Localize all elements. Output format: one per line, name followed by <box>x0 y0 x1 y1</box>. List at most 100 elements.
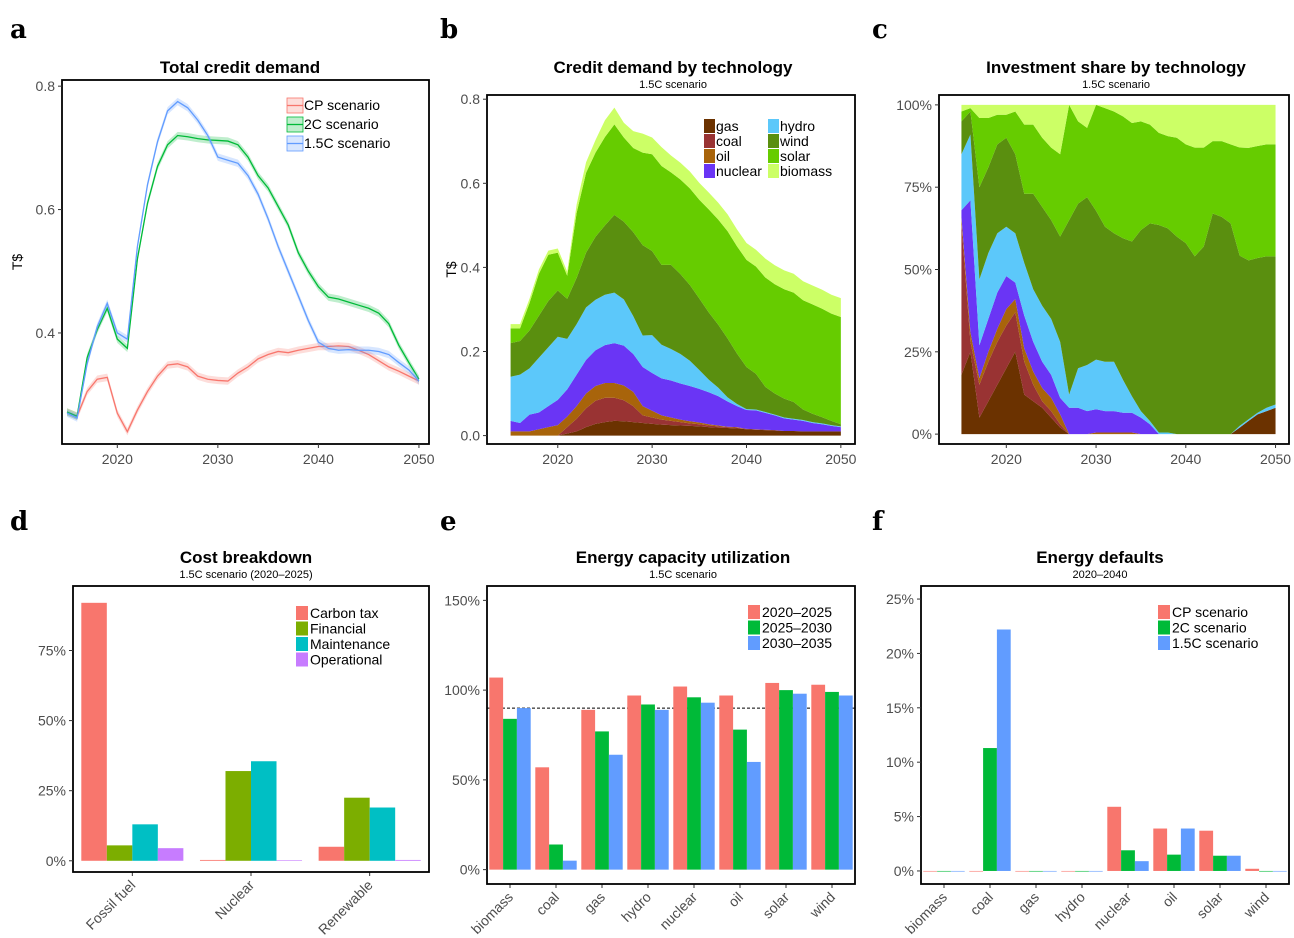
bar-nuclear-2C scenario <box>1121 850 1135 871</box>
legend-swatch <box>296 621 308 636</box>
legend-swatch <box>1158 620 1170 635</box>
area-wind <box>510 214 841 427</box>
x-tick-label: biomass <box>468 889 516 937</box>
x-tick-label: 2030 <box>202 451 233 467</box>
plot-frame <box>72 585 430 873</box>
legend-label: solar <box>780 148 811 164</box>
bar-coal-2020–2025 <box>535 767 550 870</box>
area-nuclear <box>510 343 841 432</box>
panel-subtitle: 1.5C scenario <box>1082 79 1150 91</box>
x-tick-label: gas <box>581 889 608 916</box>
panel-title: Energy capacity utilization <box>576 548 790 567</box>
x-tick-label: nuclear <box>656 889 700 933</box>
legend-label: 1.5C scenario <box>1172 635 1259 651</box>
series-CP scenario <box>66 342 420 436</box>
bar-hydro-2025–2030 <box>641 704 655 870</box>
x-tick-label: coal <box>967 889 996 918</box>
legend-swatch <box>296 637 308 651</box>
legend-label: Operational <box>310 652 382 668</box>
legend-label: Maintenance <box>310 636 390 652</box>
panel-subtitle: 1.5C scenario <box>649 569 717 581</box>
bar-Nuclear-Operational <box>276 860 303 861</box>
legend-label: oil <box>716 148 730 164</box>
legend-swatch <box>704 134 715 148</box>
bar-gas-1.5C scenario <box>1042 870 1057 872</box>
area-hydro <box>961 134 1276 435</box>
panel-subtitle: 1.5C scenario <box>639 79 707 91</box>
bar-oil-2030–2035 <box>746 761 761 870</box>
x-tick-label: oil <box>725 889 746 910</box>
x-tick-label: coal <box>533 889 562 918</box>
bar-hydro-2C scenario <box>1075 870 1089 872</box>
bar-Nuclear-Carbon tax <box>199 859 226 861</box>
legend-label: 2C scenario <box>304 116 379 132</box>
legend: CP scenario 2C scenario 1.5C scenario <box>286 97 391 152</box>
x-tick-label: solar <box>1193 889 1226 922</box>
legend-label: Carbon tax <box>310 605 378 621</box>
panel-title: Credit demand by technology <box>554 58 794 77</box>
x-tick-label: Nuclear <box>212 877 258 923</box>
y-tick-label: 50% <box>452 772 480 788</box>
panel-e: e Energy capacity utilization 1.5C scenari… <box>440 507 856 937</box>
bar-solar-1.5C scenario <box>1226 855 1241 871</box>
bar-oil-CP scenario <box>1153 828 1168 871</box>
bar-gas-2030–2035 <box>608 754 623 870</box>
legend-swatch <box>748 605 760 619</box>
bar-Fossil fuel-Maintenance <box>132 824 158 861</box>
y-tick-label: 20% <box>886 645 914 661</box>
bar-gas-2025–2030 <box>595 731 609 870</box>
panel-subtitle: 2020–2040 <box>1072 569 1127 581</box>
panel-b: b Credit demand by technology 1.5C scenari… <box>440 15 857 467</box>
area-gas <box>961 351 1276 435</box>
bar-nuclear-CP scenario <box>1107 806 1122 871</box>
x-tick-label: wind <box>806 889 838 921</box>
plot-frame <box>920 585 1290 885</box>
legend-label: nuclear <box>716 163 762 179</box>
bar-Renewable-Financial <box>344 797 370 861</box>
legend-swatch <box>296 606 308 620</box>
area-oil <box>510 383 841 436</box>
y-tick-label: 0.2 <box>461 343 481 359</box>
panel-title: Energy defaults <box>1036 548 1164 567</box>
bar-oil-1.5C scenario <box>1180 828 1195 871</box>
bar-Renewable-Carbon tax <box>318 846 345 861</box>
bar-wind-2025–2030 <box>825 691 839 870</box>
x-tick-label: 2050 <box>825 451 856 467</box>
x-tick-label: 2020 <box>542 451 573 467</box>
bar-solar-CP scenario <box>1199 830 1214 871</box>
bar-solar-2030–2035 <box>792 693 807 870</box>
x-tick-label: 2040 <box>303 451 334 467</box>
legend-swatch <box>1158 636 1170 650</box>
area-gas <box>510 420 841 436</box>
area-nuclear <box>961 200 1276 435</box>
y-tick-label: 100% <box>896 97 932 113</box>
legend-swatch <box>704 164 715 178</box>
bar-hydro-2020–2025 <box>627 695 642 870</box>
y-tick-label: 0% <box>912 426 932 442</box>
bar-gas-CP scenario <box>1015 870 1030 872</box>
confidence-band <box>67 342 419 436</box>
y-axis-label: T$ <box>9 254 25 271</box>
x-tick-label: biomass <box>902 889 950 937</box>
legend-swatch <box>1158 605 1170 619</box>
legend-swatch <box>768 119 779 133</box>
bar-Renewable-Operational <box>395 859 421 861</box>
bar-biomass-1.5C scenario <box>950 870 965 872</box>
bar-oil-2025–2030 <box>733 729 747 870</box>
bar-coal-2025–2030 <box>549 844 563 870</box>
legend-swatch <box>768 149 779 163</box>
panel-c: c Investment share by technology 1.5C scen… <box>872 15 1291 467</box>
bar-nuclear-2025–2030 <box>687 697 701 870</box>
bar-wind-CP scenario <box>1245 868 1260 871</box>
legend-label: biomass <box>780 163 832 179</box>
legend-label: 2020–2025 <box>762 604 832 620</box>
area-solar <box>510 124 841 425</box>
area-solar <box>961 104 1276 261</box>
y-tick-label: 0.6 <box>36 202 56 218</box>
x-tick-label: oil <box>1159 889 1180 910</box>
bar-hydro-2030–2035 <box>654 709 669 870</box>
y-tick-label: 75% <box>904 179 932 195</box>
bar-oil-2020–2025 <box>719 695 734 870</box>
bar-Fossil fuel-Carbon tax <box>81 602 107 861</box>
